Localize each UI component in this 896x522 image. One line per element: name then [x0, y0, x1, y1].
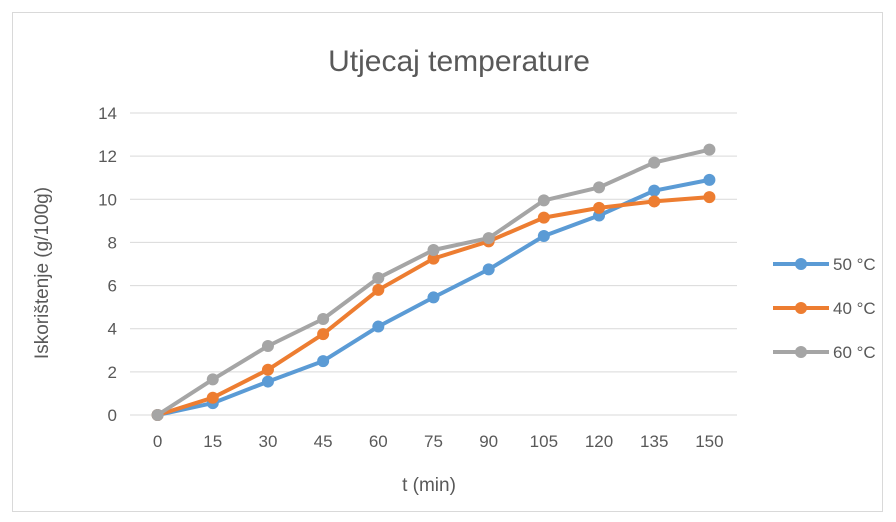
data-point: [427, 252, 440, 265]
data-point: [261, 339, 274, 352]
series-group: [151, 143, 716, 421]
y-tick-label: 14: [98, 104, 117, 123]
legend-label: 60 °C: [833, 343, 876, 362]
x-tick-label: 75: [424, 432, 443, 451]
series-line: [155, 147, 712, 417]
x-tick-label: 60: [369, 432, 388, 451]
data-point: [537, 194, 550, 207]
x-axis-ticks: 0 15 30 45 60 75 90 105 120 135 150: [153, 432, 724, 451]
series-line: [155, 195, 712, 417]
legend-item: 40 °C: [773, 299, 876, 318]
data-point: [537, 211, 550, 224]
y-tick-label: 8: [108, 233, 117, 252]
y-tick-label: 0: [108, 406, 117, 425]
legend-swatch-marker: [795, 258, 807, 270]
y-tick-label: 2: [108, 363, 117, 382]
y-axis-ticks: 0 2 4 6 8 10 12 14: [98, 104, 117, 425]
chart-title: Utjecaj temperature: [328, 45, 590, 78]
data-point: [648, 184, 661, 197]
x-tick-label: 105: [530, 432, 558, 451]
legend-label: 50 °C: [833, 255, 876, 274]
y-tick-label: 6: [108, 277, 117, 296]
x-tick-label: 150: [695, 432, 723, 451]
data-point: [317, 328, 330, 341]
chart-area: Utjecaj temperature 0 2 4 6 8 10 12 14 0 15 30 45 6…: [12, 12, 883, 512]
data-point: [151, 409, 164, 421]
x-tick-label: 90: [479, 432, 498, 451]
series-2: [151, 143, 716, 421]
legend-item: 50 °C: [773, 255, 876, 274]
legend-swatch-marker: [795, 346, 807, 358]
data-point: [482, 232, 495, 245]
data-point: [427, 291, 440, 304]
y-axis-label: Iskorištenje (g/100g): [32, 187, 53, 359]
data-point: [703, 173, 716, 186]
y-tick-label: 4: [108, 320, 117, 339]
data-point: [703, 191, 716, 204]
data-point: [261, 363, 274, 376]
y-tick-label: 10: [98, 190, 117, 209]
x-tick-label: 30: [258, 432, 277, 451]
data-point: [427, 243, 440, 256]
legend-swatch-marker: [795, 302, 807, 314]
x-tick-label: 15: [203, 432, 222, 451]
data-point: [206, 391, 219, 404]
data-point: [482, 263, 495, 276]
data-point: [593, 201, 606, 214]
series-1: [151, 191, 716, 421]
data-point: [648, 156, 661, 169]
x-tick-label: 135: [640, 432, 668, 451]
legend: 50 °C 40 °C 60 °C: [773, 255, 876, 362]
data-point: [317, 355, 330, 368]
data-point: [261, 375, 274, 388]
legend-item: 60 °C: [773, 343, 876, 362]
data-point: [648, 195, 661, 208]
x-axis-label: t (min): [402, 475, 456, 496]
data-point: [372, 320, 385, 333]
data-point: [317, 313, 330, 326]
data-point: [593, 181, 606, 194]
x-tick-label: 120: [585, 432, 613, 451]
data-point: [537, 229, 550, 242]
data-point: [372, 272, 385, 285]
x-tick-label: 0: [153, 432, 162, 451]
y-tick-label: 12: [98, 147, 117, 166]
x-tick-label: 45: [314, 432, 333, 451]
data-point: [372, 283, 385, 296]
data-point: [703, 143, 716, 156]
line-chart: Utjecaj temperature 0 2 4 6 8 10 12 14 0 15 30 45 6…: [32, 45, 876, 496]
gridlines: [130, 112, 737, 416]
legend-label: 40 °C: [833, 299, 876, 318]
data-point: [206, 373, 219, 386]
